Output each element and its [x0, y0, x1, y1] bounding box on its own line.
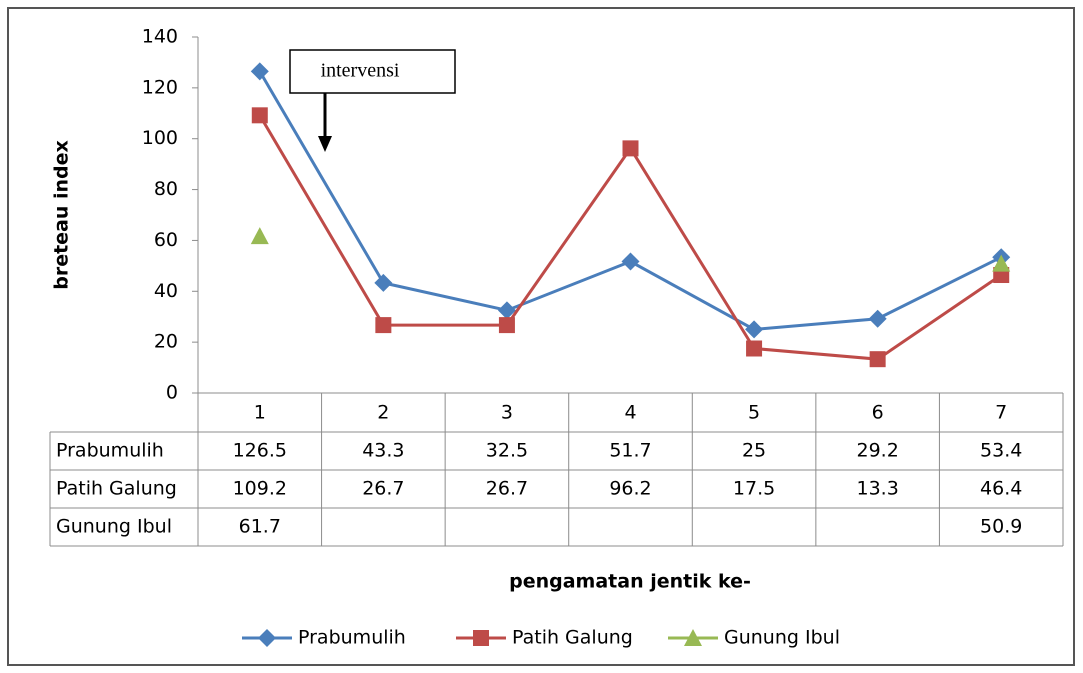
point — [250, 62, 269, 81]
table-cell: 50.9 — [980, 516, 1022, 538]
table-row-label: Prabumulih — [56, 440, 164, 462]
x-tick-label: 4 — [624, 402, 636, 424]
y-tick-label: 40 — [154, 280, 178, 302]
x-tick-label: 7 — [995, 402, 1007, 424]
x-tick-label: 3 — [501, 402, 513, 424]
frame — [7, 7, 1075, 666]
table-cell: 43.3 — [362, 440, 404, 462]
point — [746, 340, 763, 357]
point — [250, 227, 269, 245]
legend-marker — [473, 630, 489, 646]
point — [868, 309, 887, 328]
table-cell: 126.5 — [233, 440, 287, 462]
table-cell: 53.4 — [980, 440, 1022, 462]
point — [621, 252, 640, 271]
legend-label: Prabumulih — [298, 627, 406, 649]
annotation-arrowhead — [318, 136, 332, 152]
table-row-label: Gunung Ibul — [56, 516, 172, 538]
point — [622, 140, 639, 157]
table-cell: 26.7 — [362, 478, 404, 500]
y-tick-label: 100 — [142, 127, 178, 149]
point — [498, 317, 515, 334]
point — [869, 351, 886, 368]
legend-marker — [258, 629, 276, 647]
table-cell: 25 — [742, 440, 766, 462]
point — [251, 107, 268, 124]
table-cell: 13.3 — [856, 478, 898, 500]
y-tick-label: 0 — [166, 382, 178, 404]
annotation: intervensi — [321, 60, 400, 82]
y-tick-label: 80 — [154, 178, 178, 200]
y-tick-label: 20 — [154, 331, 178, 353]
y-tick-label: 120 — [142, 76, 178, 98]
table-cell: 29.2 — [856, 440, 898, 462]
y-tick-label: 60 — [154, 229, 178, 251]
table-row-label: Patih Galung — [56, 478, 177, 500]
y-tick-label: 140 — [142, 26, 178, 48]
table-cell: 51.7 — [609, 440, 651, 462]
x-tick-label: 5 — [748, 402, 760, 424]
y-axis-label: breteau index — [51, 140, 73, 290]
point — [497, 301, 516, 320]
x-axis-label: pengamatan jentik ke- — [509, 571, 751, 593]
table-cell: 26.7 — [486, 478, 528, 500]
table-cell: 32.5 — [486, 440, 528, 462]
annotation-box — [289, 49, 456, 94]
legend-marker — [684, 629, 702, 646]
legend-label: Gunung Ibul — [724, 627, 840, 649]
point — [374, 273, 393, 292]
x-tick-label: 6 — [872, 402, 884, 424]
point — [745, 320, 764, 339]
table-cell: 96.2 — [609, 478, 651, 500]
point — [992, 254, 1011, 272]
table-cell: 109.2 — [233, 478, 287, 500]
x-tick-label: 1 — [254, 402, 266, 424]
legend-label: Patih Galung — [512, 627, 633, 649]
point — [375, 317, 392, 334]
x-tick-label: 2 — [377, 402, 389, 424]
table-cell: 61.7 — [239, 516, 281, 538]
table-cell: 46.4 — [980, 478, 1022, 500]
table-cell: 17.5 — [733, 478, 775, 500]
